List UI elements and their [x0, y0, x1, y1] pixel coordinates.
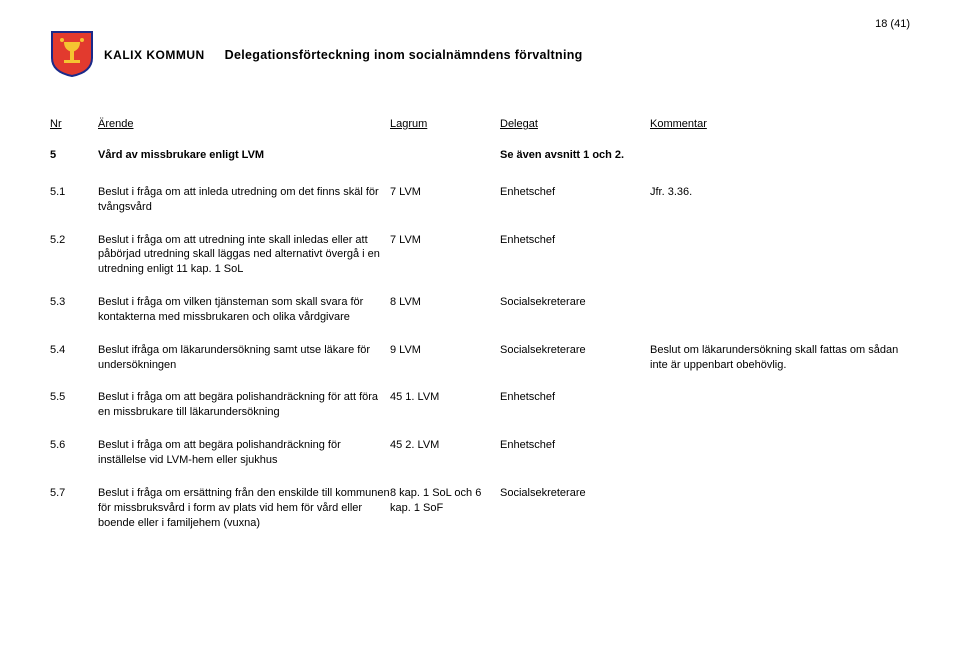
section-heading: 5 Vård av missbrukare enligt LVM Se även… — [50, 148, 910, 163]
section-note: Se även avsnitt 1 och 2. — [500, 148, 650, 163]
cell-kommentar: Beslut om läkarundersökning skall fattas… — [650, 343, 910, 373]
cell-kommentar — [650, 438, 910, 468]
cell-arende: Beslut i fråga om ersättning från den en… — [98, 486, 390, 531]
table-row: 5.3 Beslut i fråga om vilken tjänsteman … — [50, 295, 910, 325]
column-headers: Nr Ärende Lagrum Delegat Kommentar — [50, 118, 910, 130]
cell-lagrum: 7 LVM — [390, 185, 500, 215]
cell-nr: 5.2 — [50, 233, 98, 278]
cell-delegat: Enhetschef — [500, 185, 650, 215]
cell-nr: 5.1 — [50, 185, 98, 215]
table-row: 5.2 Beslut i fråga om att utredning inte… — [50, 233, 910, 278]
cell-nr: 5.3 — [50, 295, 98, 325]
col-header-delegat: Delegat — [500, 118, 650, 130]
table-row: 5.4 Beslut ifråga om läkarundersökning s… — [50, 343, 910, 373]
table-row: 5.5 Beslut i fråga om att begära polisha… — [50, 390, 910, 420]
col-header-lagrum: Lagrum — [390, 118, 500, 130]
cell-delegat: Socialsekreterare — [500, 295, 650, 325]
cell-nr: 5.4 — [50, 343, 98, 373]
table-row: 5.1 Beslut i fråga om att inleda utredni… — [50, 185, 910, 215]
cell-kommentar — [650, 233, 910, 278]
organization-name: KALIX KOMMUN — [104, 30, 205, 62]
cell-lagrum: 9 LVM — [390, 343, 500, 373]
cell-delegat: Enhetschef — [500, 390, 650, 420]
cell-arende: Beslut i fråga om att begära polishandrä… — [98, 390, 390, 420]
cell-nr: 5.7 — [50, 486, 98, 531]
header: KALIX KOMMUN Delegationsförteckning inom… — [50, 30, 910, 78]
col-header-nr: Nr — [50, 118, 98, 130]
document-title: Delegationsförteckning inom socialnämnde… — [225, 30, 583, 62]
cell-nr: 5.5 — [50, 390, 98, 420]
cell-arende: Beslut i fråga om att inleda utredning o… — [98, 185, 390, 215]
cell-delegat: Enhetschef — [500, 438, 650, 468]
cell-lagrum: 8 kap. 1 SoL och 6 kap. 1 SoF — [390, 486, 500, 531]
cell-delegat: Socialsekreterare — [500, 343, 650, 373]
table-row: 5.7 Beslut i fråga om ersättning från de… — [50, 486, 910, 531]
section-title: Vård av missbrukare enligt LVM — [98, 148, 390, 163]
cell-kommentar — [650, 486, 910, 531]
cell-lagrum: 8 LVM — [390, 295, 500, 325]
cell-kommentar — [650, 390, 910, 420]
cell-arende: Beslut i fråga om vilken tjänsteman som … — [98, 295, 390, 325]
cell-arende: Beslut i fråga om att utredning inte ska… — [98, 233, 390, 278]
cell-lagrum: 7 LVM — [390, 233, 500, 278]
cell-lagrum: 45 1. LVM — [390, 390, 500, 420]
cell-kommentar: Jfr. 3.36. — [650, 185, 910, 215]
col-header-kommentar: Kommentar — [650, 118, 910, 130]
page-number: 18 (41) — [875, 18, 910, 30]
cell-arende: Beslut i fråga om att begära polishandrä… — [98, 438, 390, 468]
col-header-arende: Ärende — [98, 118, 390, 130]
cell-nr: 5.6 — [50, 438, 98, 468]
cell-delegat: Socialsekreterare — [500, 486, 650, 531]
section-number: 5 — [50, 148, 98, 163]
cell-delegat: Enhetschef — [500, 233, 650, 278]
municipality-logo-icon — [50, 30, 94, 78]
table-row: 5.6 Beslut i fråga om att begära polisha… — [50, 438, 910, 468]
document-page: 18 (41) KALIX KOMMUN Delegationsförteckn… — [0, 0, 960, 568]
cell-lagrum: 45 2. LVM — [390, 438, 500, 468]
cell-arende: Beslut ifråga om läkarundersökning samt … — [98, 343, 390, 373]
cell-kommentar — [650, 295, 910, 325]
